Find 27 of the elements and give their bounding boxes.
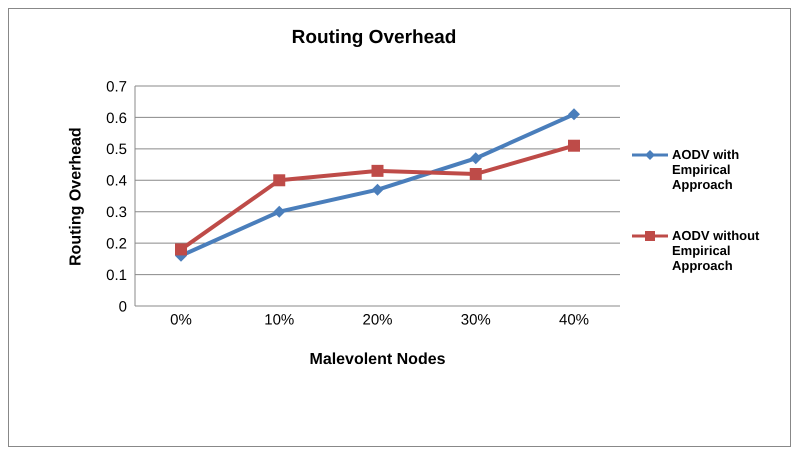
y-tick-label: 0.6 <box>106 110 127 127</box>
y-tick-label: 0.4 <box>106 172 127 190</box>
point <box>273 206 286 218</box>
y-axis-title: Routing Overhead <box>68 127 85 266</box>
point <box>568 140 580 152</box>
y-tick-label: 0.7 <box>106 78 127 96</box>
x-tick-label: 30% <box>460 312 491 329</box>
x-tick-label: 20% <box>362 312 393 329</box>
y-tick-label: 0.1 <box>106 266 127 284</box>
point <box>568 108 580 120</box>
point <box>273 174 286 186</box>
x-axis-title: Malevolent Nodes <box>309 351 446 368</box>
y-tick-label: 0 <box>118 298 127 316</box>
x-tick-label: 0% <box>170 312 192 329</box>
y-tick-label: 0.2 <box>106 235 127 252</box>
point <box>372 184 384 196</box>
y-tick-label: 0.3 <box>106 204 127 222</box>
y-tick-label: 0.5 <box>106 141 127 158</box>
x-tick-label: 10% <box>264 312 294 329</box>
point <box>470 152 482 164</box>
legend-label: AODV without Empirical Approach <box>672 228 760 272</box>
point <box>175 243 187 256</box>
x-tick-label: 40% <box>558 312 590 329</box>
point <box>372 164 384 177</box>
chart-title: Routing Overhead <box>290 27 458 49</box>
point <box>470 168 482 180</box>
legend-label: AODV with Empirical Approach <box>672 146 740 192</box>
